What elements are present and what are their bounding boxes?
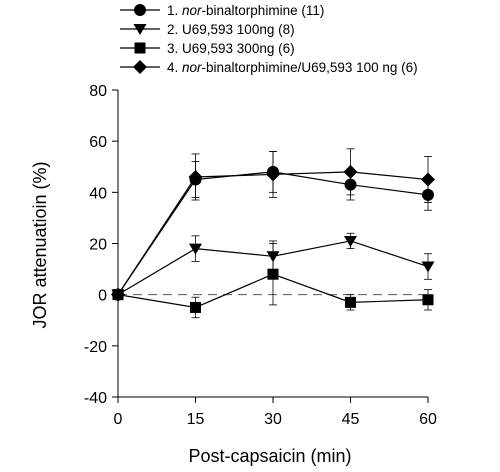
y-tick-label: -40 [84,390,107,407]
y-tick-label: 60 [89,134,107,151]
y-tick-label: 20 [89,237,107,254]
legend-label: 4. nor-binaltorphimine/U69,593 100 ng (6… [167,60,418,75]
x-tick-label: 60 [419,411,437,428]
legend-marker [134,42,146,54]
x-tick-label: 45 [342,411,360,428]
legend-label: 3. U69,593 300ng (6) [167,41,295,56]
data-point [267,268,279,280]
data-point [188,169,203,184]
data-point [343,164,358,179]
x-tick-label: 15 [187,411,205,428]
legend-entry-1: 1. nor-binaltorphimine (11) [120,3,324,18]
y-tick-label: 80 [89,83,107,100]
legend-entry-2: 2. U69,593 100ng (8) [120,22,295,37]
legend-label: 1. nor-binaltorphimine (11) [167,3,324,18]
y-tick-label: -20 [84,339,107,356]
legend-marker [133,24,147,35]
chart-axes: 80 60 40 20 0 -20 -40 0 15 30 45 60 [84,83,437,428]
x-tick-label: 30 [264,411,282,428]
data-point [421,172,435,187]
data-point [190,301,201,313]
data-point [266,167,280,182]
chart-legend: 1. nor-binaltorphimine (11) 2. U69,593 10… [120,3,418,75]
y-tick-label: 0 [98,288,107,305]
data-point [345,296,356,308]
x-axis-title: Post-capsaicin (min) [188,446,351,466]
data-point [422,294,434,306]
legend-marker [134,4,146,16]
series-3 [112,243,434,319]
x-tick-label: 0 [114,411,123,428]
data-point [344,235,357,247]
legend-marker [133,60,147,74]
series-4 [111,148,435,302]
y-axis-title: JOR attenuatioin (%) [30,161,50,328]
plot-area [111,148,435,319]
data-point [421,261,435,273]
data-point [189,243,202,255]
y-tick-label: 40 [89,185,107,202]
legend-entry-4: 4. nor-binaltorphimine/U69,593 100 ng (6… [120,60,418,75]
legend-label: 2. U69,593 100ng (8) [167,22,295,37]
legend-entry-3: 3. U69,593 300ng (6) [120,41,295,56]
